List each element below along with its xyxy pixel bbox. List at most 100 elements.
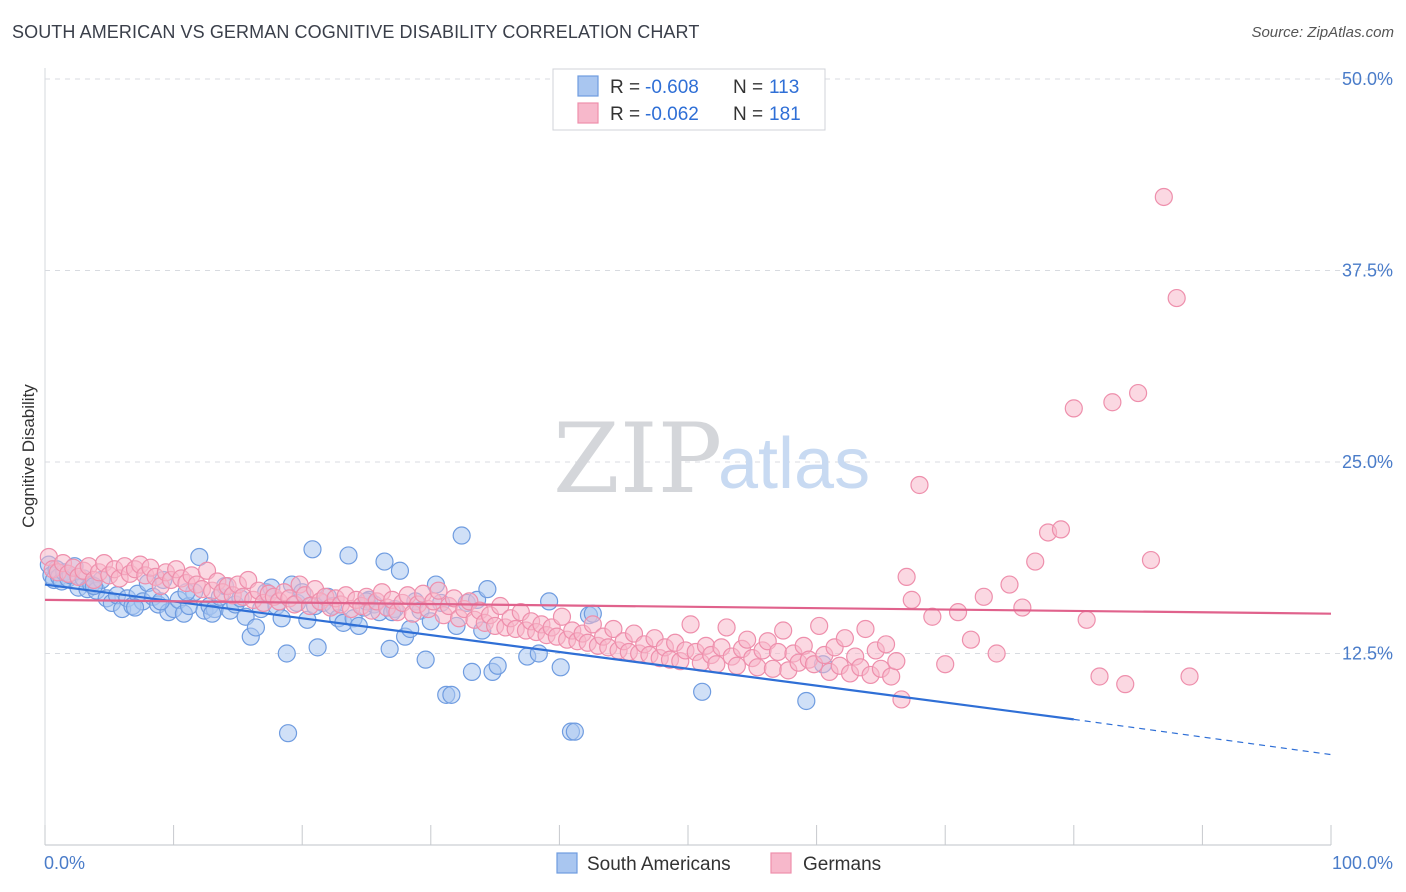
bottom-legend-south-americans: South Americans	[587, 854, 731, 875]
germans-point-159	[856, 619, 875, 639]
south-americans-point-57	[308, 638, 327, 657]
germans-point-134	[727, 656, 746, 675]
legend-n-value-blue: 113	[769, 77, 799, 98]
south-americans-point-73	[390, 561, 410, 580]
germans-point-180	[1051, 520, 1071, 539]
x-tick-labels: 0.0% 100.0%	[44, 853, 1393, 873]
germans-point-165	[887, 652, 906, 671]
south-americans-point-71	[380, 639, 399, 659]
germans-point-169	[910, 475, 929, 495]
germans-point-132	[717, 618, 736, 637]
germans-point-166	[892, 690, 911, 709]
watermark-zip: ZIP	[553, 403, 722, 515]
bottom-legend: South Americans Germans	[556, 852, 881, 875]
legend-n-label-pink: N =	[733, 104, 763, 125]
south-americans-point-34	[190, 547, 209, 567]
germans-point-88	[491, 596, 510, 616]
legend-r-value-blue: -0.608	[645, 77, 699, 98]
germans-point-106	[583, 615, 602, 634]
germans-point-130	[707, 655, 726, 674]
source-label: Source: ZipAtlas.com	[1251, 24, 1394, 41]
south-americans-points	[39, 526, 833, 743]
south-americans-point-104	[203, 604, 222, 623]
south-americans-point-90	[478, 580, 497, 599]
trend-lines	[44, 583, 1332, 756]
legend-r-label-blue: R =	[610, 77, 640, 98]
y-tick-labels: 12.5% 25.0% 37.5% 50.0%	[1342, 69, 1393, 664]
germans-point-188	[1154, 187, 1173, 207]
germans-point-187	[1141, 550, 1161, 570]
germans-point-141	[763, 659, 782, 678]
germans-point-138	[748, 658, 767, 677]
legend-box: R = -0.608 N = 113 R = -0.062 N = 181	[552, 68, 826, 131]
legend-swatch-pink	[577, 102, 599, 124]
germans-point-163	[876, 635, 896, 654]
germans-point-172	[948, 603, 968, 622]
germans-point-186	[1128, 383, 1148, 403]
y-tick-label-0: 12.5%	[1342, 644, 1393, 664]
south-americans-point-56	[303, 540, 322, 559]
germans-point-150	[810, 616, 829, 636]
germans-point-136	[738, 630, 757, 649]
south-americans-point-85	[452, 526, 471, 545]
germans-point-184	[1103, 393, 1122, 412]
y-axis-label: Cognitive Disability	[19, 384, 38, 528]
germans-point-189	[1167, 288, 1186, 308]
germans-trend-line	[44, 598, 1332, 615]
watermark: ZIP atlas	[553, 403, 870, 515]
x-tick-label-0: 0.0%	[44, 853, 85, 873]
germans-point-190	[1180, 667, 1199, 686]
germans-point-171	[936, 655, 955, 674]
chart-title: SOUTH AMERICAN VS GERMAN COGNITIVE DISAB…	[12, 22, 700, 42]
germans-point-178	[1026, 552, 1045, 571]
x-tick-label-1: 100.0%	[1332, 853, 1393, 873]
germans-point-155	[835, 629, 854, 648]
germans-point-125	[681, 615, 700, 634]
south-americans-trend-line	[44, 583, 1074, 721]
south-americans-point-105	[278, 724, 298, 743]
south-americans-point-98	[565, 722, 584, 741]
germans-point-170	[923, 607, 942, 626]
legend-n-label-blue: N =	[733, 77, 763, 98]
germans-point-76	[429, 581, 448, 600]
bottom-legend-swatch-south-americans	[556, 852, 578, 874]
y-tick-label-1: 25.0%	[1342, 452, 1393, 472]
y-tick-label-2: 37.5%	[1342, 261, 1393, 281]
south-americans-point-83	[442, 685, 461, 704]
south-americans-point-51	[277, 644, 296, 663]
legend-swatch-blue	[577, 75, 599, 97]
germans-point-176	[1000, 575, 1019, 594]
germans-point-175	[987, 644, 1006, 663]
south-americans-point-101	[693, 682, 712, 701]
south-americans-point-96	[551, 658, 570, 677]
legend-r-label-pink: R =	[610, 104, 640, 125]
bottom-legend-swatch-germans	[770, 852, 792, 874]
germans-points	[39, 187, 1199, 709]
germans-point-174	[974, 587, 993, 606]
germans-point-100	[552, 607, 572, 626]
south-americans-point-78	[416, 650, 435, 669]
grid-lines	[45, 78, 1392, 654]
germans-point-183	[1090, 667, 1109, 686]
germans-point-173	[961, 630, 981, 649]
germans-point-185	[1116, 675, 1135, 694]
germans-point-181	[1064, 399, 1083, 418]
germans-point-110	[604, 619, 623, 639]
germans-point-142	[768, 642, 788, 662]
south-americans-point-107	[125, 598, 145, 617]
south-americans-point-102	[797, 691, 816, 711]
south-americans-point-92	[488, 656, 507, 675]
germans-point-168	[902, 590, 921, 609]
germans-point-177	[1013, 598, 1032, 617]
bottom-legend-germans: Germans	[803, 854, 881, 875]
legend-r-value-pink: -0.062	[645, 104, 699, 125]
south-americans-point-75	[401, 619, 420, 639]
y-tick-label-3: 50.0%	[1342, 69, 1393, 89]
south-americans-point-63	[339, 546, 358, 565]
germans-point-182	[1077, 610, 1096, 629]
south-americans-point-45	[246, 618, 266, 637]
south-americans-point-95	[540, 592, 559, 611]
south-americans-point-50	[272, 609, 291, 628]
germans-point-167	[897, 567, 916, 587]
